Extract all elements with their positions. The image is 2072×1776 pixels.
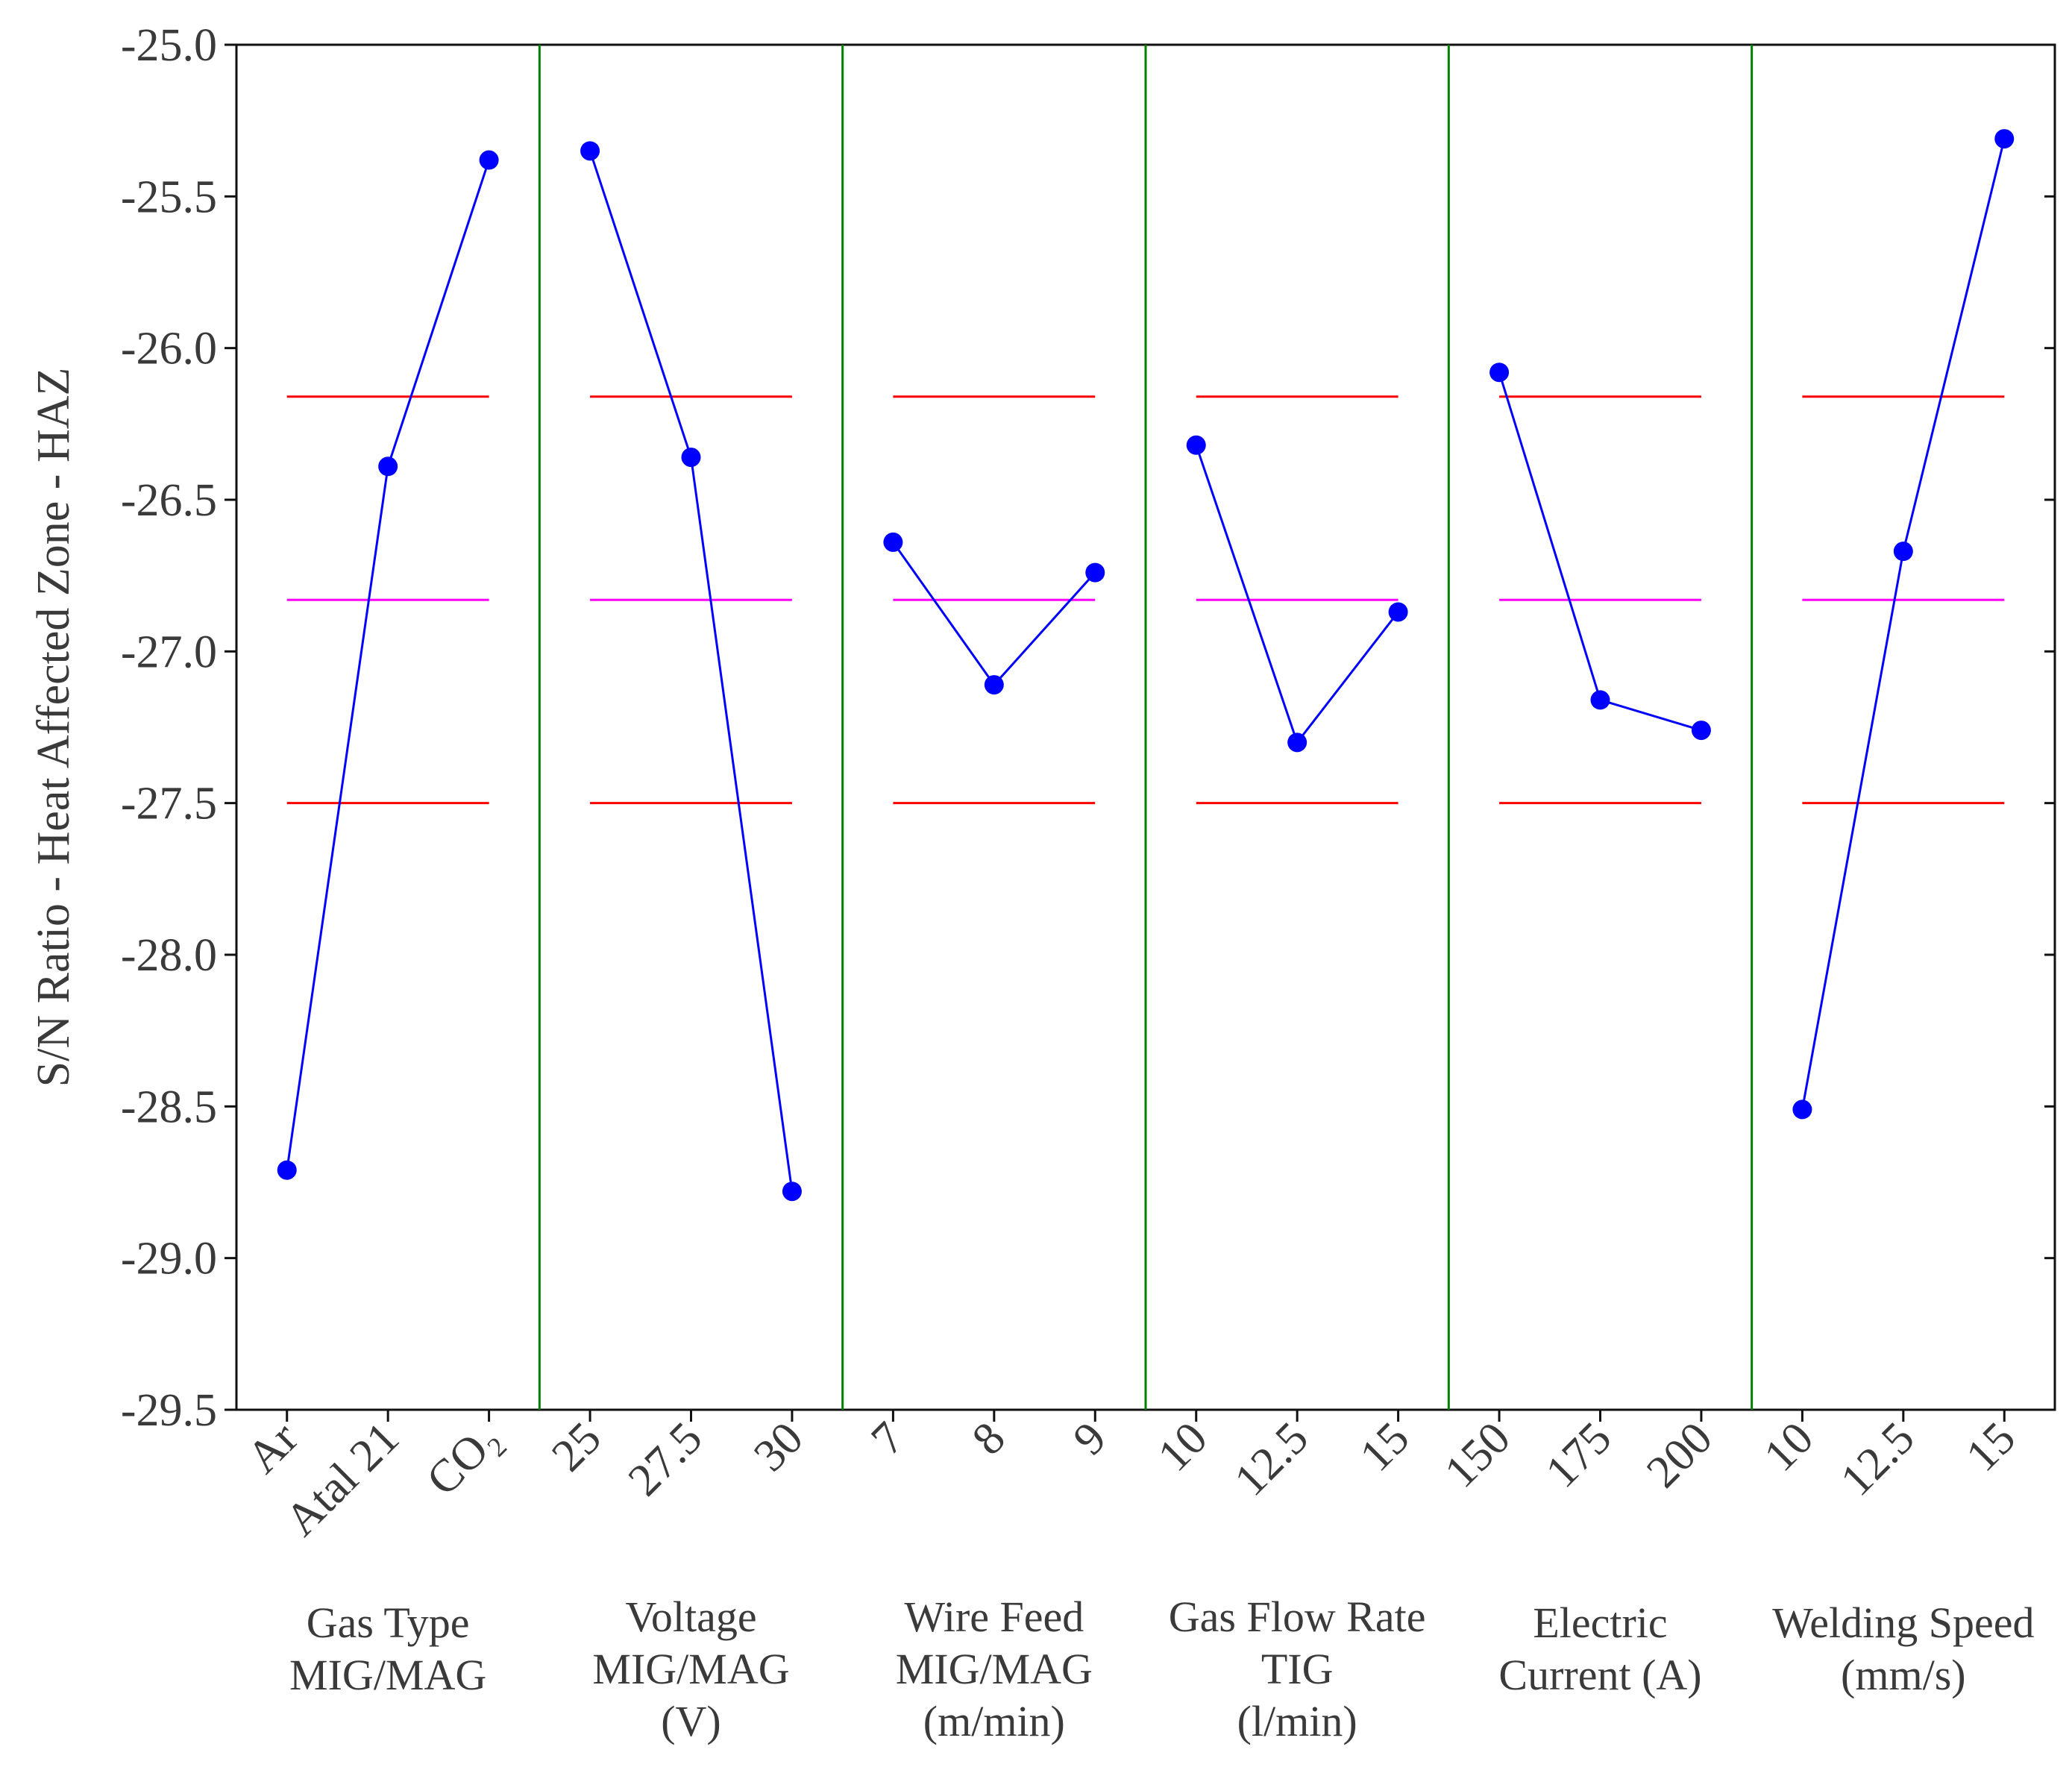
y-tick-label: -27.5 (121, 779, 217, 829)
data-point (378, 456, 398, 477)
series-line-gas-flow-rate (1195, 445, 1399, 745)
x-tick-label: 15 (1956, 1413, 2025, 1481)
data-point (1287, 732, 1307, 753)
x-tick-label: CO₂ (417, 1413, 509, 1505)
data-point (277, 1160, 297, 1180)
x-tick-label: 10 (1149, 1413, 1217, 1481)
data-point (1590, 690, 1610, 710)
x-tick-label: 200 (1637, 1413, 1722, 1498)
x-tick-label: 9 (1064, 1413, 1116, 1465)
series-line-gas-type (286, 160, 491, 1170)
data-point (1792, 1099, 1812, 1120)
y-tick-label: -28.5 (121, 1082, 217, 1132)
x-tick-label: 25 (542, 1413, 611, 1481)
x-tick-label: 15 (1351, 1413, 1419, 1481)
x-tick-label: 10 (1754, 1413, 1823, 1481)
factor-label: Voltage (625, 1593, 756, 1641)
data-point (1691, 721, 1711, 741)
factor-label: (V) (661, 1697, 721, 1745)
data-point (479, 150, 499, 170)
y-axis-label: S/N Ratio - Heat Affected Zone - HAZ (28, 368, 79, 1088)
factor-label: (l/min) (1237, 1697, 1357, 1745)
factor-label: MIG/MAG (896, 1645, 1093, 1693)
factor-label: MIG/MAG (592, 1645, 789, 1693)
data-point (1994, 129, 2015, 149)
y-tick-label: -27.0 (121, 627, 217, 677)
y-tick-label: -28.0 (121, 930, 217, 981)
series-line-electric-current (1498, 371, 1702, 732)
factor-label: Welding Speed (1772, 1598, 2034, 1647)
factor-label: TIG (1261, 1645, 1334, 1693)
factor-label: Wire Feed (904, 1593, 1084, 1641)
factor-label: Current (A) (1498, 1651, 1701, 1699)
y-tick-label: -29.0 (121, 1234, 217, 1284)
x-tick-label: 175 (1536, 1413, 1622, 1498)
reference-lines-layer (286, 395, 2005, 805)
x-tick-label: 7 (861, 1413, 914, 1465)
factor-label: (mm/s) (1841, 1651, 1966, 1699)
x-tick-label: Atal 21 (276, 1413, 409, 1546)
axes-layer (225, 43, 2056, 1422)
data-point (1085, 562, 1105, 583)
y-tick-label: -25.0 (121, 20, 217, 71)
factor-label: MIG/MAG (289, 1651, 486, 1699)
y-tick-label: -26.5 (121, 475, 217, 526)
series-line-welding-speed (1801, 138, 2006, 1110)
series-layer (277, 129, 2015, 1202)
x-tick-label: 30 (744, 1413, 813, 1481)
factor-label: Gas Flow Rate (1169, 1593, 1426, 1641)
series-line-voltage (588, 150, 794, 1192)
data-point (984, 675, 1004, 695)
x-tick-label: 150 (1435, 1413, 1520, 1498)
factor-label: (m/min) (923, 1697, 1065, 1745)
x-tick-label: Ar (237, 1413, 308, 1484)
data-point (580, 141, 600, 161)
factor-label: Gas Type (307, 1598, 470, 1647)
data-point (1186, 435, 1206, 455)
series-line-wire-feed (892, 542, 1096, 687)
data-point (681, 448, 701, 468)
data-point (782, 1182, 802, 1202)
x-tick-label: 8 (963, 1413, 1015, 1465)
data-point (1489, 363, 1510, 383)
factor-label: Electric (1533, 1598, 1667, 1647)
x-tick-label: 12.5 (1831, 1413, 1924, 1506)
data-point (1388, 602, 1408, 622)
y-tick-label: -29.5 (121, 1385, 217, 1436)
x-tick-label: 12.5 (1225, 1413, 1318, 1506)
data-point (883, 532, 903, 552)
data-point (1893, 542, 1913, 562)
x-tick-label: 27.5 (619, 1413, 712, 1506)
y-tick-label: -26.0 (121, 324, 217, 374)
y-tick-label: -25.5 (121, 172, 217, 222)
